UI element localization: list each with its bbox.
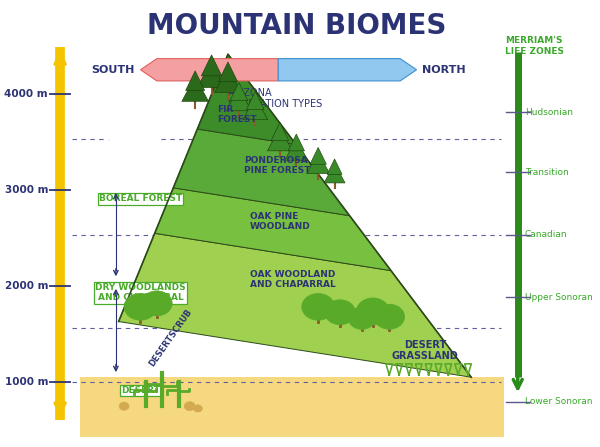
Polygon shape [197,54,296,145]
Circle shape [374,304,404,329]
Polygon shape [119,233,471,377]
Polygon shape [173,129,350,216]
Polygon shape [271,122,289,141]
Circle shape [302,294,335,320]
Text: 3000 m: 3000 m [5,185,48,195]
Text: DESERTSCRUB: DESERTSCRUB [148,308,194,368]
Circle shape [88,114,113,134]
Text: DESERT
GRASSLAND: DESERT GRASSLAND [391,340,458,361]
Text: 4000 m: 4000 m [4,89,48,99]
Circle shape [356,298,389,325]
Text: MOUNTAIN BIOMES: MOUNTAIN BIOMES [146,12,446,40]
Polygon shape [310,148,326,164]
Text: PONDEROSA
PINE FOREST: PONDEROSA PINE FOREST [244,156,311,175]
Polygon shape [307,152,329,173]
Text: DRY WOODLANDS
AND CHAPARRAL: DRY WOODLANDS AND CHAPARRAL [95,283,186,302]
Circle shape [119,402,129,410]
Polygon shape [324,163,345,183]
Circle shape [136,121,163,143]
Text: ARIZONA
VEGETATION TYPES: ARIZONA VEGETATION TYPES [228,88,322,109]
Polygon shape [202,55,222,76]
Text: 2000 m: 2000 m [5,281,48,291]
Text: FIR
FOREST: FIR FOREST [217,105,257,124]
Text: Upper Sonoran: Upper Sonoran [525,292,593,302]
Polygon shape [215,67,241,93]
Circle shape [184,402,195,411]
Polygon shape [155,188,391,270]
Text: Hudsonian: Hudsonian [525,108,573,117]
Circle shape [114,112,141,134]
Polygon shape [218,62,238,81]
Polygon shape [288,134,305,151]
Circle shape [325,300,355,325]
Polygon shape [140,59,278,81]
Circle shape [194,405,202,412]
Polygon shape [243,97,268,120]
Polygon shape [185,71,205,90]
Text: BOREAL FOREST: BOREAL FOREST [99,194,182,203]
Polygon shape [268,128,292,151]
Text: DESERT: DESERT [121,386,160,395]
Polygon shape [278,59,416,81]
Circle shape [110,122,135,143]
FancyBboxPatch shape [80,377,504,438]
Text: Lower Sonoran: Lower Sonoran [525,397,592,406]
Polygon shape [327,159,342,174]
Text: Canadian: Canadian [525,230,568,239]
Text: NORTH: NORTH [422,65,466,75]
Circle shape [117,120,153,149]
Polygon shape [197,61,226,88]
Polygon shape [285,139,308,160]
Polygon shape [247,91,264,110]
Polygon shape [226,88,251,111]
Circle shape [101,109,125,128]
Circle shape [124,294,157,320]
Text: 1000 m: 1000 m [5,377,48,387]
Circle shape [348,307,376,329]
Text: Transition: Transition [525,168,569,177]
Text: OAK PINE
WOODLAND: OAK PINE WOODLAND [250,211,311,231]
Text: MERRIAM'S
LIFE ZONES: MERRIAM'S LIFE ZONES [505,36,563,56]
Text: OAK WOODLAND
AND CHAPARRAL: OAK WOODLAND AND CHAPARRAL [250,270,335,289]
Text: SOUTH: SOUTH [92,65,135,75]
Circle shape [123,118,147,137]
Polygon shape [182,76,209,101]
Circle shape [95,111,131,140]
Circle shape [142,291,172,316]
Polygon shape [230,82,248,101]
